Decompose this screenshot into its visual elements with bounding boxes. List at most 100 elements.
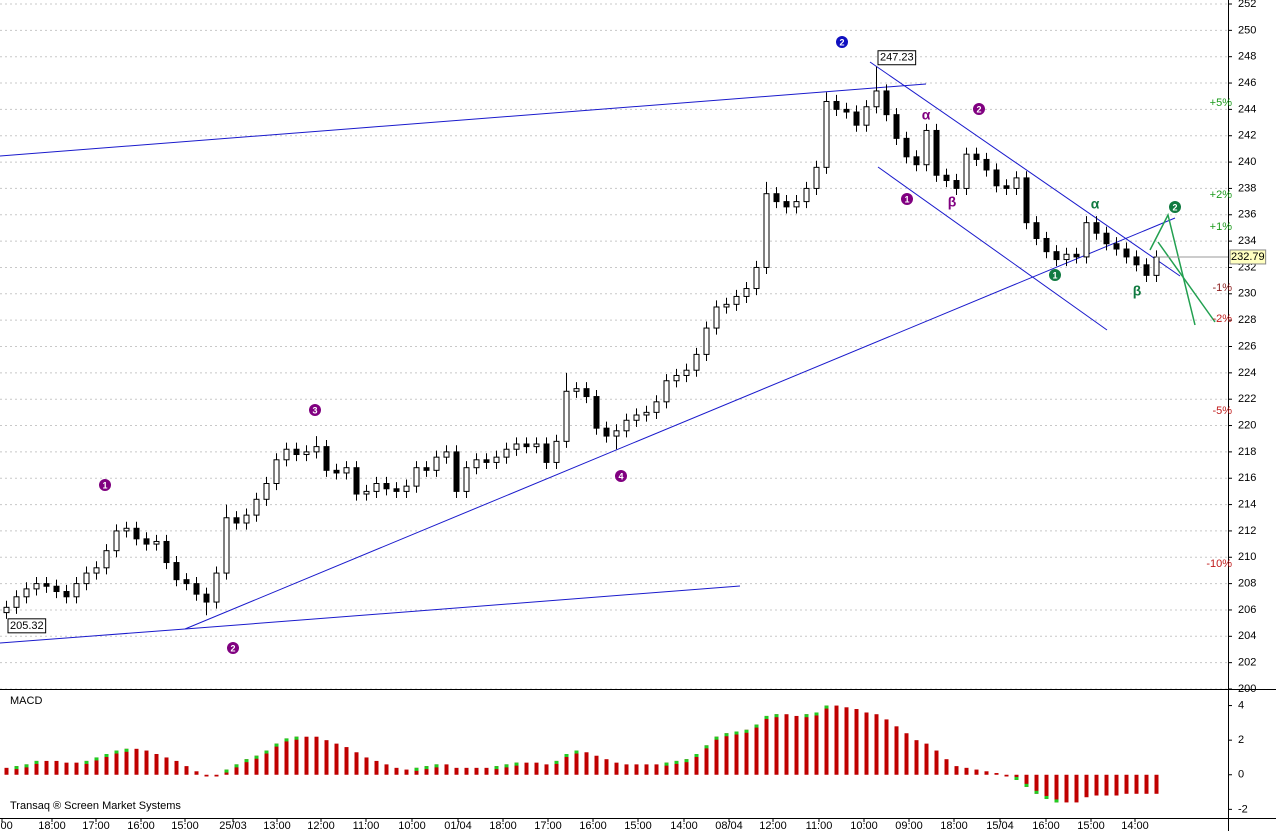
projection <box>1149 212 1216 326</box>
candle-body <box>333 469 340 474</box>
candle-body <box>453 451 460 492</box>
macd-bar <box>54 760 59 775</box>
macd-bar <box>884 719 889 775</box>
macd-bar <box>1034 774 1039 794</box>
candle-body <box>313 446 320 453</box>
trend-line <box>184 217 1176 630</box>
candle-body <box>513 443 520 450</box>
macd-bar <box>434 764 439 775</box>
macd-rising-cap <box>234 764 239 768</box>
price-label: 205.32 <box>10 620 44 632</box>
macd-bar <box>1004 774 1009 777</box>
macd-bar <box>824 705 829 775</box>
greek-label: β <box>948 194 957 210</box>
macd-rising-cap <box>804 714 809 718</box>
macd-bar <box>314 736 319 775</box>
y-tick-label: 222 <box>1238 393 1256 405</box>
macd-rising-cap <box>1014 776 1019 780</box>
candle-body <box>463 467 470 492</box>
macd-rising-cap <box>84 760 89 764</box>
candle-body <box>1133 256 1140 266</box>
candle-body <box>133 527 140 540</box>
candle-body <box>1143 264 1150 276</box>
y-tick-label: 240 <box>1238 156 1256 168</box>
wave-marker <box>836 36 848 48</box>
x-labels: 9:00 18:00 17:00 16:00 15:00 25/03 13:00 12:00 1… <box>0 818 1149 831</box>
y-tick-label: 208 <box>1238 578 1256 590</box>
candle-body <box>383 483 390 490</box>
macd-rising-cap <box>564 754 569 757</box>
x-tick-label: 15:00 <box>1077 820 1105 831</box>
wave-marker <box>1169 201 1181 213</box>
candle-body <box>993 169 1000 187</box>
macd-bar <box>604 759 609 775</box>
candle-body <box>573 388 580 392</box>
macd-bar <box>84 760 89 775</box>
x-tick-label: 18:00 <box>489 820 517 831</box>
candle-body <box>1113 243 1120 250</box>
y-tick-label: 242 <box>1238 130 1256 142</box>
last-price-label: 232.79 <box>1231 251 1265 263</box>
macd-rising-cap <box>744 729 749 733</box>
candle-body <box>943 174 950 182</box>
trend-line <box>0 628 186 644</box>
macd-bar <box>474 767 479 775</box>
y-tick-label: 210 <box>1238 551 1256 563</box>
candle-body <box>1063 253 1070 261</box>
macd-bar <box>694 754 699 775</box>
wave-label: 2 <box>976 104 981 114</box>
macd-rising-cap <box>24 764 29 768</box>
x-tick-label: 01/04 <box>444 820 472 831</box>
y-tick-label: 220 <box>1238 419 1256 431</box>
footer: Transaq ® Screen Market Systems <box>10 800 181 812</box>
x-tick-label: 09:00 <box>895 820 923 831</box>
macd-bar <box>664 762 669 775</box>
macd-bar <box>1134 774 1139 794</box>
macd-bar <box>464 767 469 775</box>
candle-body <box>1153 256 1160 276</box>
candle-body <box>863 106 870 126</box>
y-tick-label: 212 <box>1238 525 1256 537</box>
x-tick-label: 15/04 <box>986 820 1014 831</box>
y-tick-label: 224 <box>1238 367 1256 379</box>
x-tick-label: 11:00 <box>353 820 380 831</box>
candle-body <box>733 295 740 305</box>
macd-rising-cap <box>1024 783 1029 787</box>
candle-body <box>83 572 90 585</box>
macd-bar <box>134 748 139 775</box>
candle-body <box>1103 232 1110 245</box>
macd-bar <box>64 762 69 775</box>
macd-bar <box>194 771 199 775</box>
candle-body <box>673 374 680 382</box>
x-tick-label: 16:00 <box>579 820 607 831</box>
macd-bar <box>814 712 819 775</box>
macd-bar <box>34 760 39 775</box>
candle-body <box>923 129 930 166</box>
y-tick-label: 250 <box>1238 24 1256 36</box>
x-tick-label: 10:00 <box>398 820 426 831</box>
channel-line <box>869 61 1181 277</box>
candle-body <box>213 572 220 603</box>
macd-bar <box>554 760 559 775</box>
macd-bar <box>1144 774 1149 794</box>
macd-bar <box>1024 774 1029 787</box>
candle-body <box>393 488 400 492</box>
candle-body <box>433 456 440 471</box>
candle-body <box>713 306 720 329</box>
macd-bar <box>1114 774 1119 796</box>
macd-bars <box>4 705 1159 803</box>
percent-label: +5% <box>1210 97 1233 109</box>
ticks: 2002022042062082102122142162182202222242… <box>1228 0 1256 815</box>
candle-body <box>983 158 990 171</box>
macd-bar <box>264 750 269 775</box>
macd-bar <box>254 755 259 775</box>
candle-body <box>853 111 860 126</box>
macd-rising-cap <box>674 760 679 764</box>
candle-body <box>363 490 370 495</box>
candle-body <box>693 353 700 371</box>
candle-body <box>43 583 50 587</box>
candle-body <box>963 153 970 189</box>
x-tick-label: 11:00 <box>806 820 833 831</box>
macd-rising-cap <box>34 760 39 764</box>
